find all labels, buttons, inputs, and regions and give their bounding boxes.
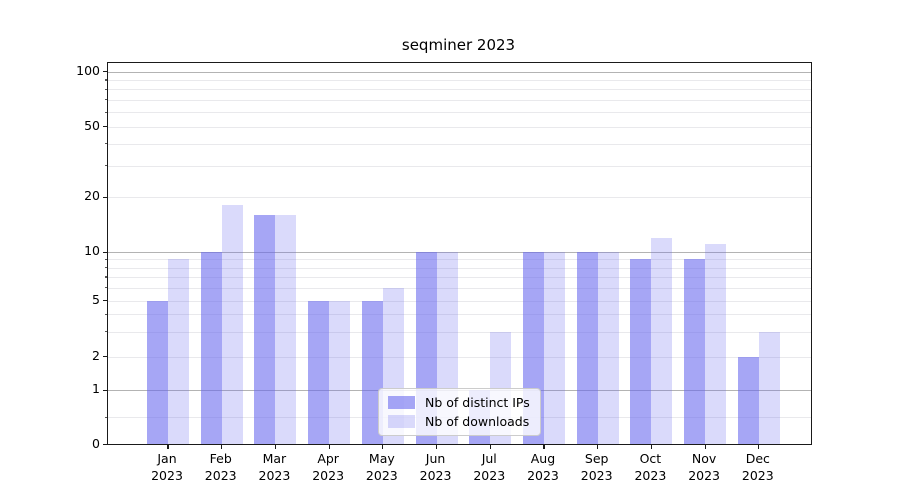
minor-gridline xyxy=(108,79,811,81)
x-axis-tick-label: Jun 2023 xyxy=(419,451,452,483)
x-axis-tick-label: Aug 2023 xyxy=(527,451,559,483)
x-axis-tick-label: Nov 2023 xyxy=(688,451,720,483)
y-axis-minor-tick xyxy=(104,276,107,278)
x-axis-tick-label: Dec 2023 xyxy=(741,451,774,483)
bar-downloads xyxy=(651,237,673,444)
bar-distinct-ips xyxy=(630,259,652,444)
major-gridline xyxy=(108,71,811,73)
bar-distinct-ips xyxy=(361,300,383,444)
bar-downloads xyxy=(597,252,619,444)
y-axis-tick xyxy=(102,300,107,302)
x-axis-tick-label: Sep 2023 xyxy=(580,451,613,483)
bar-downloads xyxy=(168,259,189,444)
y-axis-minor-tick xyxy=(104,88,107,90)
x-axis-tick xyxy=(489,444,491,449)
minor-gridline xyxy=(108,287,811,289)
legend-swatch-downloads xyxy=(388,415,415,428)
y-axis-minor-tick xyxy=(104,99,107,101)
minor-gridline xyxy=(108,143,811,145)
y-axis-minor-tick xyxy=(104,267,107,269)
x-axis-tick xyxy=(328,444,330,449)
x-axis-tick-label: Mar 2023 xyxy=(258,451,291,483)
legend: Nb of distinct IPs Nb of downloads xyxy=(378,388,541,436)
minor-gridline xyxy=(108,126,811,128)
y-axis-minor-tick xyxy=(104,287,107,289)
legend-item-downloads: Nb of downloads xyxy=(388,413,531,429)
y-axis-tick-label: 2 xyxy=(92,347,100,363)
x-axis-tick-label: Apr 2023 xyxy=(312,451,345,483)
y-axis-minor-tick xyxy=(104,165,107,167)
minor-gridline xyxy=(108,314,811,316)
x-axis-tick xyxy=(650,444,652,449)
minor-gridline xyxy=(108,300,811,302)
minor-gridline xyxy=(108,89,811,91)
y-axis-minor-tick xyxy=(104,258,107,261)
y-axis-tick-label: 50 xyxy=(84,117,100,133)
bar-downloads xyxy=(758,331,780,444)
bar-distinct-ips xyxy=(147,300,168,444)
bar-distinct-ips xyxy=(737,356,759,444)
minor-gridline xyxy=(108,112,811,114)
legend-swatch-distinct-ips xyxy=(388,396,415,409)
x-axis-tick-label: Jan 2023 xyxy=(151,451,183,483)
y-axis-minor-tick xyxy=(104,331,107,333)
y-axis-minor-tick xyxy=(104,143,107,145)
y-axis-tick-label: 5 xyxy=(92,291,100,307)
legend-item-distinct-ips: Nb of distinct IPs xyxy=(388,394,531,410)
y-axis-tick xyxy=(102,444,107,446)
y-axis-tick xyxy=(102,389,107,391)
minor-gridline xyxy=(108,276,811,278)
y-axis-tick-label: 10 xyxy=(84,243,100,258)
x-axis-tick xyxy=(221,444,223,449)
x-axis-tick xyxy=(597,444,599,449)
x-axis-tick xyxy=(167,444,169,449)
bar-distinct-ips xyxy=(254,214,276,444)
minor-gridline xyxy=(108,331,811,333)
x-axis-tick xyxy=(382,444,384,449)
x-axis-tick xyxy=(435,444,438,449)
y-axis-minor-tick xyxy=(104,416,107,418)
minor-gridline xyxy=(108,197,811,198)
y-axis-tick-label: 100 xyxy=(76,62,100,78)
bar-downloads xyxy=(329,300,351,444)
x-axis-tick-label: Feb 2023 xyxy=(204,451,237,483)
y-axis-minor-tick xyxy=(104,313,107,315)
minor-gridline xyxy=(108,165,811,167)
bar-distinct-ips xyxy=(308,300,330,444)
bar-distinct-ips xyxy=(576,252,598,444)
x-axis-tick-label: Oct 2023 xyxy=(634,451,667,483)
bar-downloads xyxy=(275,214,297,444)
minor-gridline xyxy=(108,267,811,269)
major-gridline xyxy=(108,252,811,253)
y-axis-tick-label: 0 xyxy=(92,435,100,451)
y-axis-tick xyxy=(102,251,107,253)
x-axis-tick-label: May 2023 xyxy=(365,451,398,483)
x-axis-tick xyxy=(274,444,276,449)
y-axis-tick-label: 20 xyxy=(84,188,100,203)
minor-gridline xyxy=(108,259,811,261)
y-axis-tick xyxy=(102,196,107,198)
y-axis-tick xyxy=(102,356,107,358)
y-axis-tick-label: 1 xyxy=(92,381,100,396)
bar-distinct-ips xyxy=(200,252,222,444)
chart-title: seqminer 2023 xyxy=(401,36,516,54)
y-axis-tick xyxy=(102,71,107,73)
bar-downloads xyxy=(705,244,727,444)
bar-distinct-ips xyxy=(684,259,706,444)
legend-label-distinct-ips: Nb of distinct IPs xyxy=(425,394,530,410)
y-axis-tick xyxy=(102,126,107,128)
x-axis-tick xyxy=(704,444,706,449)
minor-gridline xyxy=(108,356,811,358)
y-axis-minor-tick xyxy=(104,111,107,113)
y-axis-minor-tick xyxy=(104,79,107,81)
bar-downloads xyxy=(221,205,243,444)
bar-downloads xyxy=(543,252,565,444)
minor-gridline xyxy=(108,99,811,101)
x-axis-tick xyxy=(758,444,760,449)
x-axis-tick-label: Jul 2023 xyxy=(473,451,506,483)
x-axis-tick xyxy=(543,444,545,449)
legend-label-downloads: Nb of downloads xyxy=(425,413,530,429)
